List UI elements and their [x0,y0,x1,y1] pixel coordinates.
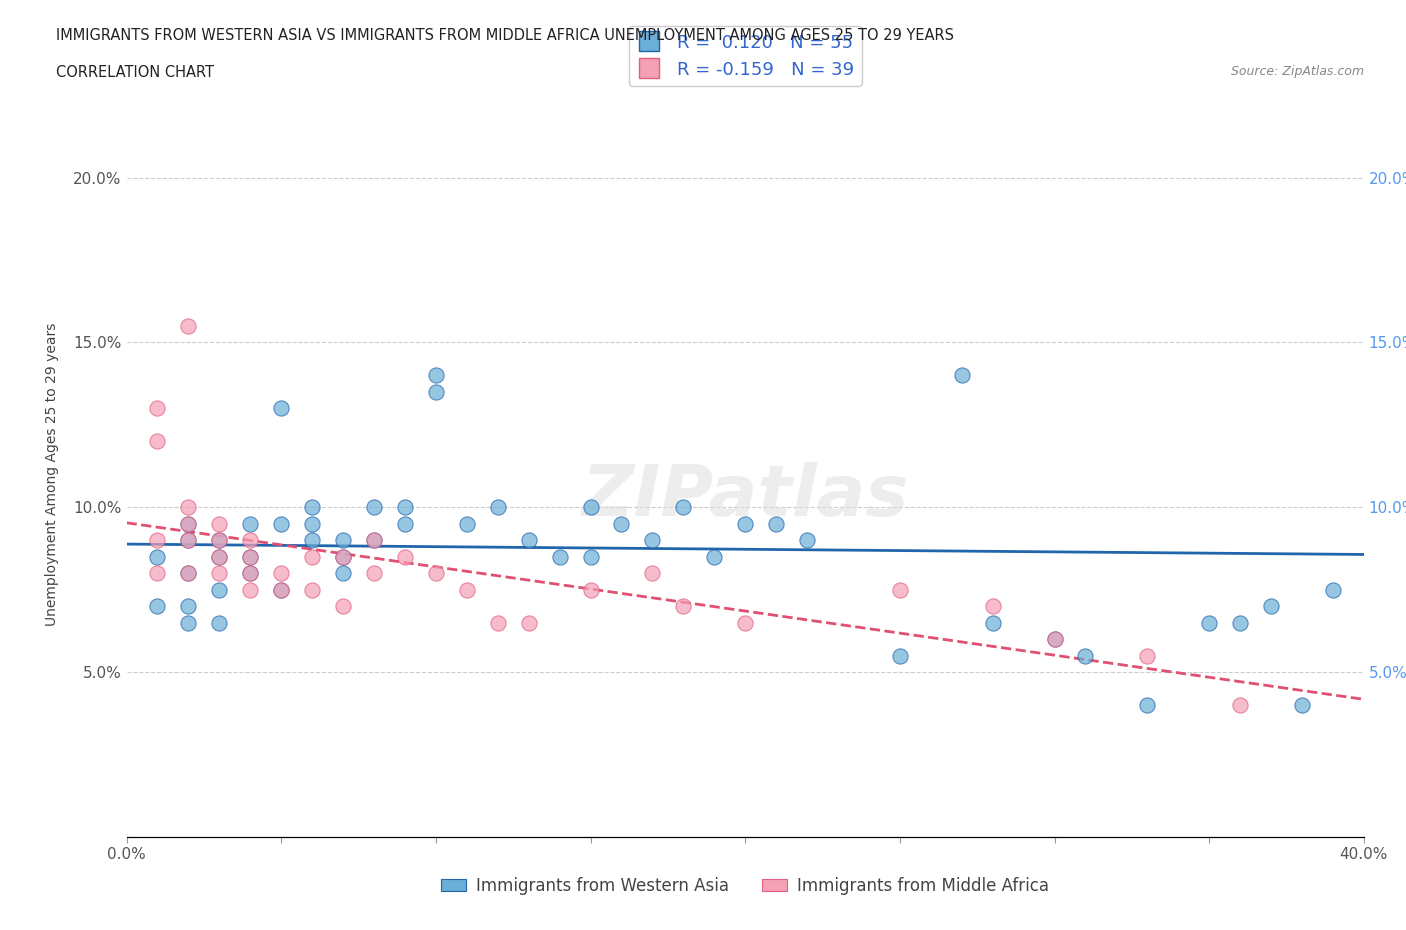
Point [1198,616,1220,631]
Point [146,599,169,614]
Point [363,533,385,548]
Text: Source: ZipAtlas.com: Source: ZipAtlas.com [1230,65,1364,78]
Point [332,599,354,614]
Point [394,516,416,531]
Point [270,516,292,531]
Point [177,565,200,580]
Point [208,533,231,548]
Point [332,550,354,565]
Point [146,550,169,565]
Point [889,582,911,597]
Point [146,434,169,449]
Point [703,550,725,565]
Point [1136,698,1159,712]
Point [208,550,231,565]
Point [796,533,818,548]
Point [734,616,756,631]
Text: CORRELATION CHART: CORRELATION CHART [56,65,214,80]
Point [641,533,664,548]
Point [1229,616,1251,631]
Point [486,616,509,631]
Point [177,318,200,333]
Point [177,533,200,548]
Point [394,550,416,565]
Point [425,384,447,399]
Point [950,368,973,383]
Point [301,550,323,565]
Point [146,533,169,548]
Point [394,499,416,514]
Point [239,582,262,597]
Point [146,401,169,416]
Point [517,533,540,548]
Point [672,499,695,514]
Point [1291,698,1313,712]
Point [332,533,354,548]
Point [332,565,354,580]
Point [239,565,262,580]
Point [1322,582,1344,597]
Point [579,582,602,597]
Point [208,516,231,531]
Point [579,499,602,514]
Point [208,565,231,580]
Point [517,616,540,631]
Point [610,516,633,531]
Point [765,516,787,531]
Point [177,516,200,531]
Point [177,516,200,531]
Point [548,550,571,565]
Point [363,533,385,548]
Point [1043,631,1066,646]
Point [889,648,911,663]
Point [270,582,292,597]
Point [1136,648,1159,663]
Point [981,599,1004,614]
Point [177,599,200,614]
Point [456,516,478,531]
Point [177,565,200,580]
Point [981,616,1004,631]
Y-axis label: Unemployment Among Ages 25 to 29 years: Unemployment Among Ages 25 to 29 years [45,323,59,626]
Point [208,582,231,597]
Point [363,499,385,514]
Point [363,565,385,580]
Point [208,533,231,548]
Point [239,550,262,565]
Legend: Immigrants from Western Asia, Immigrants from Middle Africa: Immigrants from Western Asia, Immigrants… [434,870,1056,901]
Point [177,499,200,514]
Point [301,582,323,597]
Point [208,616,231,631]
Point [672,599,695,614]
Point [456,582,478,597]
Point [239,516,262,531]
Point [239,550,262,565]
Point [177,616,200,631]
Point [270,401,292,416]
Text: IMMIGRANTS FROM WESTERN ASIA VS IMMIGRANTS FROM MIDDLE AFRICA UNEMPLOYMENT AMONG: IMMIGRANTS FROM WESTERN ASIA VS IMMIGRAN… [56,28,955,43]
Point [734,516,756,531]
Point [208,550,231,565]
Point [486,499,509,514]
Point [177,533,200,548]
Point [146,565,169,580]
Point [239,565,262,580]
Point [301,516,323,531]
Point [270,565,292,580]
Point [239,533,262,548]
Point [332,550,354,565]
Point [1229,698,1251,712]
Text: ZIPatlas: ZIPatlas [582,461,908,530]
Point [641,565,664,580]
Point [425,565,447,580]
Point [301,533,323,548]
Point [301,499,323,514]
Point [425,368,447,383]
Point [1074,648,1097,663]
Point [579,550,602,565]
Point [1260,599,1282,614]
Point [1043,631,1066,646]
Point [270,582,292,597]
